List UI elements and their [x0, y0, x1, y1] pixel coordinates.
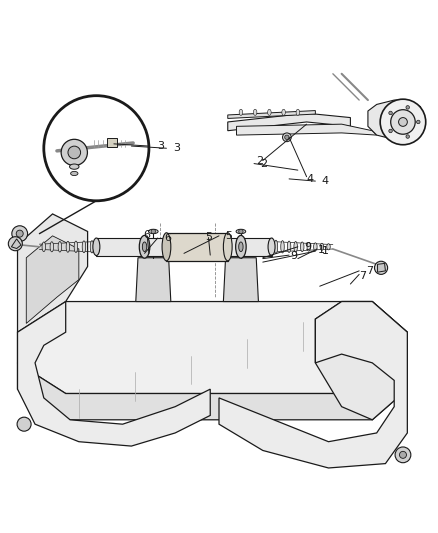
Polygon shape — [378, 263, 385, 272]
Text: 2: 2 — [256, 156, 263, 166]
Text: 5: 5 — [226, 231, 233, 241]
Text: 1: 1 — [318, 245, 325, 255]
Ellipse shape — [320, 243, 324, 251]
Ellipse shape — [307, 243, 311, 251]
Ellipse shape — [314, 243, 317, 251]
Ellipse shape — [300, 242, 304, 252]
Circle shape — [12, 226, 28, 241]
Text: 1: 1 — [322, 246, 329, 256]
Polygon shape — [18, 302, 407, 393]
Text: 6: 6 — [144, 230, 151, 240]
Polygon shape — [228, 113, 350, 131]
Polygon shape — [18, 363, 407, 420]
Ellipse shape — [253, 109, 257, 115]
Circle shape — [374, 261, 388, 274]
Circle shape — [17, 417, 31, 431]
Circle shape — [283, 133, 291, 142]
Circle shape — [16, 230, 23, 237]
Circle shape — [399, 451, 406, 458]
Circle shape — [61, 139, 88, 166]
Text: 4: 4 — [307, 174, 314, 184]
Ellipse shape — [42, 242, 46, 252]
Text: 9: 9 — [304, 242, 311, 252]
Text: 3: 3 — [158, 141, 165, 151]
Ellipse shape — [58, 241, 62, 252]
Polygon shape — [219, 302, 407, 468]
Ellipse shape — [282, 109, 286, 115]
Circle shape — [151, 229, 155, 233]
Text: 3: 3 — [173, 143, 180, 154]
Text: 7: 7 — [359, 271, 366, 281]
Polygon shape — [107, 138, 117, 147]
Ellipse shape — [50, 242, 53, 252]
Ellipse shape — [90, 241, 94, 253]
Text: 6: 6 — [164, 233, 171, 243]
Ellipse shape — [66, 241, 70, 252]
Polygon shape — [166, 233, 228, 261]
Text: 9: 9 — [290, 251, 297, 261]
Ellipse shape — [327, 244, 330, 250]
Circle shape — [8, 237, 22, 251]
Polygon shape — [136, 258, 171, 302]
Polygon shape — [18, 214, 88, 332]
Polygon shape — [368, 100, 420, 140]
Text: 5: 5 — [205, 232, 212, 242]
Ellipse shape — [142, 242, 147, 252]
Polygon shape — [223, 258, 258, 302]
Ellipse shape — [139, 236, 150, 258]
Polygon shape — [26, 236, 79, 324]
Ellipse shape — [287, 241, 291, 253]
Ellipse shape — [239, 242, 243, 252]
Ellipse shape — [82, 241, 86, 253]
Ellipse shape — [236, 229, 246, 233]
Polygon shape — [315, 302, 407, 420]
Ellipse shape — [274, 240, 278, 253]
Polygon shape — [237, 124, 377, 135]
Circle shape — [391, 110, 415, 134]
Ellipse shape — [93, 238, 100, 255]
Ellipse shape — [281, 241, 284, 253]
Circle shape — [406, 106, 410, 109]
Ellipse shape — [296, 109, 300, 115]
Ellipse shape — [239, 109, 243, 115]
Ellipse shape — [162, 233, 171, 261]
Circle shape — [389, 111, 392, 115]
Ellipse shape — [70, 164, 79, 169]
Circle shape — [285, 135, 289, 140]
Ellipse shape — [71, 172, 78, 175]
Polygon shape — [11, 239, 21, 248]
Polygon shape — [228, 110, 315, 118]
Ellipse shape — [268, 238, 275, 255]
Circle shape — [44, 96, 149, 201]
Polygon shape — [96, 238, 272, 255]
Circle shape — [406, 135, 410, 138]
Ellipse shape — [294, 241, 297, 252]
Circle shape — [399, 118, 407, 126]
Ellipse shape — [74, 241, 78, 253]
Text: 2: 2 — [261, 159, 268, 168]
Polygon shape — [18, 302, 210, 446]
Ellipse shape — [148, 229, 158, 233]
Circle shape — [389, 129, 392, 133]
Text: 4: 4 — [322, 176, 329, 186]
Circle shape — [380, 99, 426, 145]
Circle shape — [417, 120, 420, 124]
Text: 7: 7 — [366, 266, 373, 276]
Ellipse shape — [268, 109, 271, 115]
Ellipse shape — [223, 233, 232, 261]
Circle shape — [68, 146, 81, 159]
Circle shape — [395, 447, 411, 463]
Ellipse shape — [236, 236, 246, 258]
Circle shape — [239, 229, 243, 233]
